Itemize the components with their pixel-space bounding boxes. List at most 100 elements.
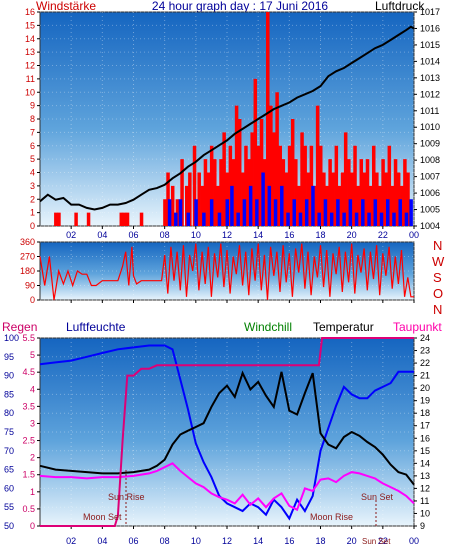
direction-y-tick-label: 0 (30, 295, 35, 305)
luftdruck-label: Luftdruck (375, 0, 425, 13)
pressure-y-tick-label: 1007 (420, 172, 440, 182)
temp-x-tick-label: 06 (128, 536, 138, 546)
sun-rise-label: Sun Rise (108, 492, 145, 502)
temp-y-tick-label: 17 (420, 421, 430, 431)
temp-y-tick-label: 24 (420, 333, 430, 343)
wind-gust-bar (86, 212, 91, 226)
wind-gust-bar (209, 145, 214, 226)
temp-y-tick-label: 18 (420, 408, 430, 418)
wind-avg-bar (225, 199, 229, 226)
wind-gust-bar (340, 172, 345, 226)
legend-windchill: Windchill (244, 320, 292, 334)
wind-gust-bar (381, 159, 385, 226)
wind-avg-bar (386, 199, 390, 226)
wind-gust-bar (250, 132, 254, 226)
pressure-series-line (39, 25, 415, 211)
wind-avg-bar (280, 185, 284, 226)
wind-gust-bar (359, 159, 364, 226)
wind-avg-bar (354, 212, 359, 226)
wind-avg-bar (379, 212, 384, 226)
wind-avg-bar (367, 212, 371, 226)
wind-gust-bar (275, 92, 279, 226)
pressure-y-tick-label: 1011 (420, 106, 439, 116)
moon-rise-label: Moon Rise (310, 512, 353, 522)
wind-gust-bar (371, 145, 376, 226)
wind-avg-bar (342, 212, 346, 226)
pressure-y-tick-label: 1008 (420, 155, 440, 165)
direction-y-tick-label: 270 (20, 252, 35, 262)
rain-y-tick-label: 1 (30, 487, 35, 497)
wind-gust-bar (294, 159, 298, 226)
wind-x-tick-label: 20 (347, 230, 357, 240)
temp-y-tick-label: 15 (420, 446, 430, 456)
rain-y-tick-label: 0 (30, 521, 35, 531)
humidity-y-tick-label: 60 (4, 483, 14, 493)
pressure-y-tick-label: 1016 (420, 23, 440, 33)
sun-set-label-2: Sun Set (362, 537, 391, 546)
pressure-y-tick-label: 1004 (420, 221, 440, 231)
wind-gust-bar (122, 212, 127, 226)
humidity-y-tick-label: 90 (4, 371, 14, 381)
wind-x-tick-label: 16 (284, 230, 294, 240)
temp-y-tick-label: 20 (420, 383, 430, 393)
rain-y-tick-label: 3 (30, 418, 35, 428)
wind-gust-bar (390, 185, 395, 226)
wind-gust-bar (163, 199, 167, 226)
wind-avg-bar (348, 199, 353, 226)
wind-x-tick-label: 06 (128, 230, 138, 240)
pressure-y-tick-label: 1009 (420, 139, 440, 149)
rain-y-tick-label: 5 (30, 350, 35, 360)
windstaerke-label: Windstärke (36, 0, 96, 13)
moon-set-label: Moon Set (83, 512, 122, 522)
wind-avg-bar (255, 199, 259, 226)
temp-y-tick-label: 21 (420, 371, 430, 381)
wind-avg-bar (236, 212, 240, 226)
wind-x-tick-label: 12 (222, 230, 232, 240)
wind-avg-bar (404, 212, 409, 226)
legend-taupunkt: Taupunkt (393, 320, 442, 334)
rain-y-tick-label: 0.5 (22, 504, 35, 514)
temp-y-tick-label: 14 (420, 458, 430, 468)
wind-axes: 0123456789101112131415161004100510061007… (25, 7, 440, 240)
chart-title: 24 hour graph day : 17 Juni 2016 (152, 0, 328, 13)
temp-x-tick-label: 20 (347, 536, 357, 546)
wind-gust-bar (272, 132, 276, 226)
wind-avg-bar (242, 199, 247, 226)
wind-gust-bar (54, 212, 58, 226)
wind-y-tick-label: 5 (30, 154, 35, 164)
wind-gust-bar (57, 212, 61, 226)
humidity-y-tick-label: 75 (4, 427, 14, 437)
wind-x-tick-label: 10 (191, 230, 201, 240)
temp-y-tick-label: 12 (420, 483, 430, 493)
compass-w: W (432, 254, 445, 269)
rain-y-tick-label: 2 (30, 453, 35, 463)
direction-y-tick-label: 360 (20, 237, 35, 247)
wind-y-tick-label: 9 (30, 101, 35, 111)
wind-x-tick-label: 14 (253, 230, 263, 240)
wind-gust-bar (206, 172, 211, 226)
wind-gust-bar (222, 132, 226, 226)
wind-avg-bar (174, 212, 178, 226)
wind-gust-bar (203, 159, 208, 226)
wind-gust-bar (303, 145, 307, 226)
wind-avg-bar (409, 199, 413, 226)
temp-x-tick-label: 22 (378, 536, 388, 546)
wind-avg-bar (317, 212, 321, 226)
wind-x-tick-label: 18 (315, 230, 325, 240)
wind-gust-bar (125, 212, 130, 226)
wind-gust-bar (334, 145, 339, 226)
rain-y-tick-label: 1.5 (22, 470, 35, 480)
wind-gust-bar (347, 159, 351, 226)
humidity-y-tick-label: 50 (4, 521, 14, 531)
legend-regen: Regen (2, 320, 37, 334)
wind-avg-bar (178, 199, 183, 226)
wind-gust-bar (170, 185, 175, 226)
temp-y-tick-label: 22 (420, 358, 430, 368)
direction-line (39, 243, 414, 301)
wind-gust-bar (184, 185, 189, 226)
temp-lines (39, 337, 415, 527)
wind-y-tick-label: 2 (30, 194, 35, 204)
wind-avg-bar (186, 212, 191, 226)
wind-gust-bar (319, 145, 323, 226)
